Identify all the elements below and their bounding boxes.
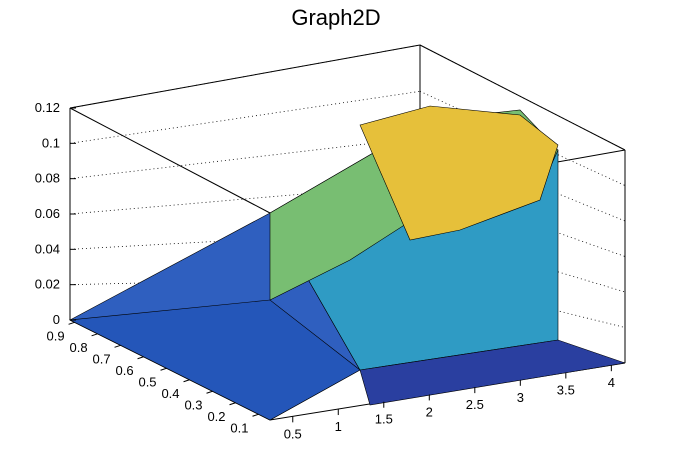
z-gridline-back [69, 44, 421, 109]
x-tick-label: 4 [608, 375, 615, 390]
z-tick-label: 0.12 [35, 100, 60, 115]
surface-left-shadow [68, 299, 361, 421]
x-tick-label: 3.5 [557, 383, 575, 398]
y-tick-mark [183, 379, 190, 383]
y-tick-label: 0.2 [207, 409, 225, 424]
x-axis-ticks: 0.5 1 1.5 2 2.5 3 3.5 4 [284, 365, 615, 441]
surface [68, 105, 626, 421]
chart-title: Graph2D [291, 5, 380, 30]
y-tick-label: 0.6 [115, 363, 133, 378]
y-tick-label: 0.3 [184, 397, 202, 412]
x-tick-label: 1.5 [375, 412, 393, 427]
z-tick-label: 0.08 [35, 171, 60, 186]
box-edge-top-back [419, 44, 626, 151]
surface-right-floor [359, 339, 626, 406]
y-tick-label: 0.8 [70, 340, 88, 355]
z-tick-label: 0 [53, 312, 60, 327]
z-axis-ticks: 0 0.02 0.04 0.06 0.08 0.1 0.12 [35, 100, 76, 327]
y-tick-mark [68, 321, 75, 325]
y-tick-label: 0.5 [138, 374, 156, 389]
x-tick-label: 0.5 [284, 426, 302, 441]
y-tick-mark [114, 344, 121, 348]
y-tick-mark [252, 413, 259, 417]
y-tick-mark [160, 367, 167, 371]
z-tick-label: 0.06 [35, 206, 60, 221]
box-edge-top-diagonal [69, 107, 271, 214]
z-gridline-back [69, 90, 421, 144]
z-tick-label: 0.1 [42, 135, 60, 150]
x-tick-label: 2 [426, 404, 433, 419]
z-gridline-back [69, 137, 421, 180]
y-tick-label: 0.9 [47, 328, 65, 343]
y-tick-label: 0.4 [161, 386, 179, 401]
x-tick-label: 2.5 [466, 397, 484, 412]
y-tick-label: 0.1 [230, 420, 248, 435]
z-tick-label: 0.04 [35, 241, 60, 256]
z-tick-label: 0.02 [35, 277, 60, 292]
surface-yellow-cap [359, 105, 559, 241]
y-tick-mark [206, 390, 213, 394]
y-tick-mark [229, 402, 236, 406]
x-tick-label: 1 [335, 419, 342, 434]
y-tick-mark [137, 356, 144, 360]
y-tick-label: 0.7 [92, 351, 110, 366]
x-tick-label: 3 [517, 390, 524, 405]
y-tick-mark [91, 333, 98, 337]
y-axis-ticks: 0.1 0.2 0.3 0.4 0.5 0.6 0.7 0.8 0.9 [47, 321, 259, 435]
z-gridline-right [419, 276, 626, 328]
